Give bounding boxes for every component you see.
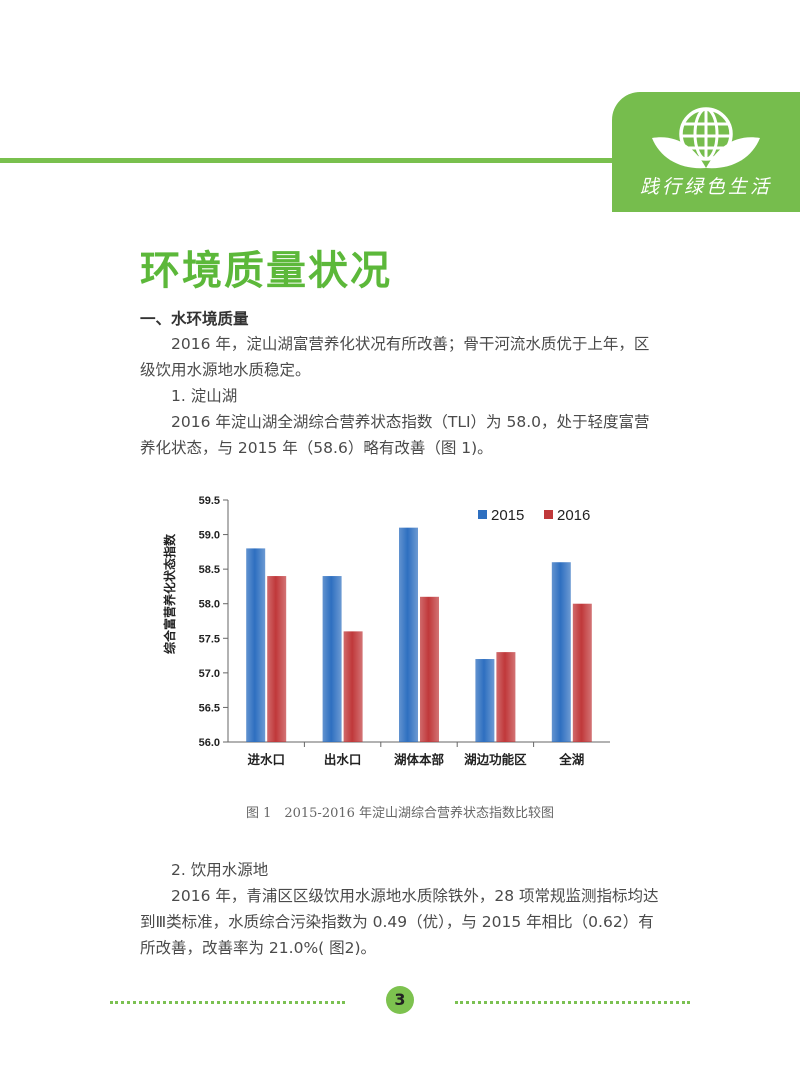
bar-2016-全湖	[572, 603, 592, 742]
paragraph-summary: 2016 年，淀山湖富营养化状况有所改善；骨干河流水质优于上年，区级饮用水源地水…	[140, 335, 650, 379]
subheading-dianshan-lake: 1. 淀山湖	[171, 387, 238, 405]
y-tick-label: 58.0	[199, 599, 220, 611]
y-tick-label: 58.5	[199, 564, 220, 576]
bar-2016-进水口	[267, 576, 287, 742]
bar-2016-出水口	[343, 631, 363, 742]
x-tick-label: 湖体本部	[394, 752, 445, 767]
x-tick-label: 出水口	[324, 752, 362, 767]
y-tick-label: 59.5	[199, 495, 220, 507]
page-number: 3	[386, 986, 414, 1014]
legend-swatch-2015	[478, 510, 487, 519]
x-tick-label: 进水口	[247, 752, 285, 767]
paragraph-tli: 2016 年淀山湖全湖综合营养状态指数（TLI）为 58.0，处于轻度富营养化状…	[140, 413, 650, 457]
figure-caption: 图 1 2015-2016 年淀山湖综合营养状态指数比较图	[245, 806, 555, 821]
bar-2016-湖边功能区	[496, 652, 516, 742]
bar-2015-湖体本部	[399, 527, 418, 742]
footer-divider-left	[110, 1001, 345, 1004]
x-tick-label: 全湖	[558, 752, 584, 767]
globe-leaves-icon	[652, 107, 760, 169]
legend-label-2016: 2016	[557, 507, 590, 524]
y-tick-label: 57.0	[199, 668, 220, 680]
y-tick-label: 57.5	[199, 633, 220, 645]
legend-swatch-2016	[544, 510, 553, 519]
header-rule	[0, 158, 612, 163]
y-tick-label: 56.5	[199, 702, 220, 714]
tli-bar-chart: 综合富营养化状态指数 59.5 59.0 58.5 58.0 57.5 57.0 56.5 5…	[162, 495, 610, 767]
bar-2015-全湖	[551, 562, 571, 742]
x-tick-label: 湖边功能区	[464, 752, 527, 767]
bar-2015-进水口	[246, 548, 266, 742]
page-title: 环境质量状况	[140, 248, 392, 294]
bar-2016-湖体本部	[420, 596, 439, 742]
y-tick-label: 59.0	[199, 530, 220, 542]
y-axis-label: 综合富营养化状态指数	[162, 533, 177, 654]
paragraph-drinking-water: 2016 年，青浦区区级饮用水源地水质除铁外，28 项常规监测指标均达到Ⅲ类标准…	[140, 887, 659, 957]
badge-slogan: 践行绿色生活	[639, 176, 772, 198]
legend-label-2015: 2015	[491, 507, 524, 524]
header-badge: 践行绿色生活	[612, 92, 800, 212]
bar-2015-湖边功能区	[475, 659, 495, 742]
bar-2015-出水口	[322, 576, 342, 742]
y-tick-label: 56.0	[199, 737, 220, 749]
subheading-drinking-water: 2. 饮用水源地	[171, 861, 269, 879]
footer-divider-right	[455, 1001, 690, 1004]
section-heading: 一、水环境质量	[140, 310, 249, 328]
